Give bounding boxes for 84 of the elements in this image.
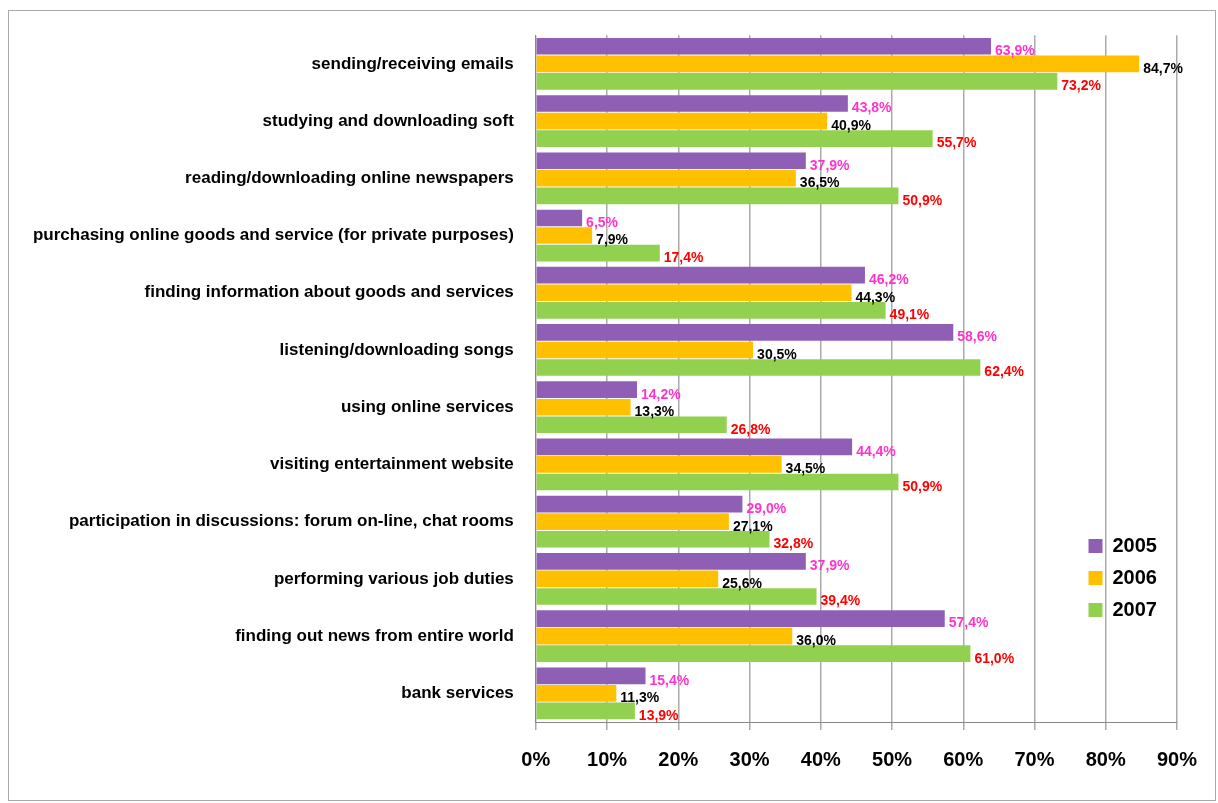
bar [536, 570, 719, 588]
x-tick-label: 90% [1156, 747, 1198, 770]
data-label: 58,6% [957, 328, 998, 345]
data-label: 44,4% [856, 442, 897, 459]
bar [536, 169, 796, 187]
bar [536, 381, 637, 398]
y-tick-label: listening/downloading songs [279, 339, 514, 359]
y-tick-label: studying and downloading soft [262, 110, 515, 130]
bar [536, 266, 865, 284]
bar [536, 398, 631, 416]
data-label: 37,9% [809, 156, 851, 173]
bar [536, 73, 1058, 90]
bar [536, 95, 848, 112]
data-label: 39,4% [820, 592, 861, 609]
data-label: 61,0% [974, 649, 1015, 666]
bar [536, 456, 782, 473]
bar [536, 112, 828, 130]
bar [536, 152, 806, 170]
y-tick-label: finding out news from entire world [235, 625, 514, 645]
bar [536, 495, 743, 513]
legend-label: 2007 [1112, 597, 1157, 620]
bar [536, 37, 992, 55]
data-label: 84,7% [1143, 59, 1184, 76]
bar [536, 610, 945, 627]
data-label: 15,4% [649, 671, 690, 688]
data-label: 11,3% [620, 689, 660, 706]
data-label: 40,9% [831, 116, 872, 133]
data-label: 73,2% [1061, 77, 1102, 94]
data-label: 29,0% [746, 499, 787, 516]
y-tick-label: purchasing online goods and service (for private purposes) [32, 225, 514, 245]
data-label: 17,4% [663, 248, 705, 265]
data-label: 7,9% [596, 231, 629, 248]
x-tick-label: 50% [872, 747, 913, 770]
data-label: 62,4% [984, 363, 1025, 380]
data-label: 46,2% [868, 271, 910, 288]
bar [536, 324, 954, 341]
y-tick-label: sending/receiving emails [311, 53, 514, 73]
data-label: 6,5% [586, 213, 619, 230]
y-tick-label: reading/downloading online newspapers [185, 167, 514, 187]
data-label: 50,9% [902, 191, 943, 208]
x-tick-label: 30% [729, 747, 770, 770]
bar [536, 284, 852, 302]
data-label: 63,9% [995, 42, 1036, 59]
legend-label: 2005 [1112, 533, 1157, 556]
bar [536, 438, 853, 456]
data-label: 43,8% [851, 99, 893, 116]
bar [536, 513, 729, 531]
data-label: 26,8% [730, 420, 771, 437]
data-label: 49,1% [889, 306, 930, 323]
y-tick-label: finding information about goods and services [144, 282, 514, 302]
data-label: 30,5% [757, 345, 798, 362]
x-tick-label: 10% [587, 747, 628, 770]
data-label: 13,3% [634, 403, 675, 420]
x-tick-label: 20% [658, 747, 699, 770]
bar [536, 553, 806, 570]
legend-label: 2006 [1112, 565, 1157, 588]
bar [536, 667, 646, 685]
y-tick-label: performing various job duties [273, 568, 514, 588]
x-tick-label: 40% [800, 747, 842, 770]
x-tick-label: 70% [1014, 747, 1055, 770]
y-tick-label: participation in discussions: forum on-line, chat rooms [68, 511, 514, 531]
data-label: 50,9% [902, 477, 943, 494]
data-label: 32,8% [773, 535, 814, 552]
x-tick-label: 0% [521, 747, 551, 770]
bar [536, 209, 583, 227]
y-tick-label: using online services [340, 396, 514, 416]
y-tick-label: bank services [401, 683, 514, 703]
y-tick-label: visiting entertainment website [270, 454, 514, 474]
x-tick-label: 80% [1085, 747, 1126, 770]
x-tick-label: 60% [943, 747, 984, 770]
bar [536, 685, 617, 702]
data-label: 36,5% [799, 174, 841, 191]
data-label: 44,3% [855, 288, 896, 305]
data-label: 14,2% [640, 385, 682, 402]
data-label: 36,0% [796, 632, 837, 649]
bar [536, 627, 793, 645]
data-label: 37,9% [809, 557, 851, 574]
bar [536, 341, 754, 359]
data-label: 13,9% [638, 706, 680, 723]
data-label: 25,6% [722, 574, 763, 591]
data-label: 34,5% [785, 460, 826, 477]
data-label: 57,4% [948, 614, 989, 631]
data-label: 55,7% [936, 134, 977, 151]
data-label: 27,1% [732, 517, 774, 534]
